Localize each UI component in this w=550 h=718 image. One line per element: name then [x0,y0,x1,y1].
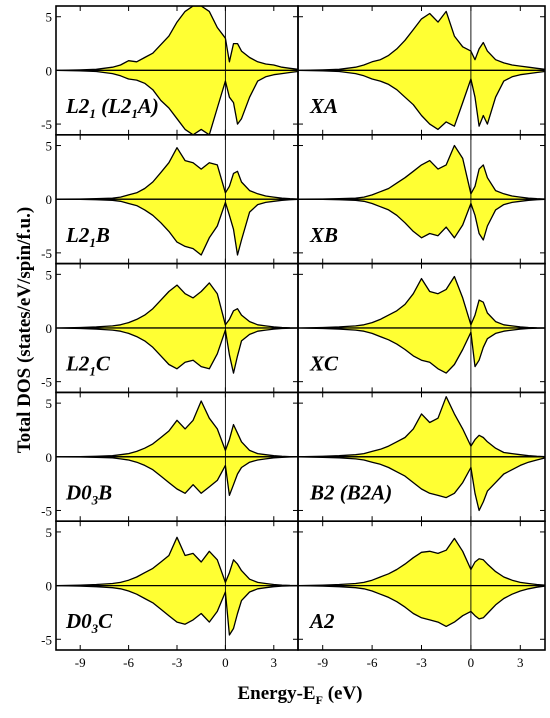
y-tick-label: 0 [46,321,53,336]
x-tick-label: -9 [75,655,86,670]
y-tick-label: 5 [46,525,53,540]
panel-label: B2 (B2A) [309,480,392,504]
panel-plot-area [298,521,545,650]
y-tick-label: 5 [46,396,53,411]
x-axis-title: Energy-EF (eV) [237,683,362,707]
dos-panel-2: L21B [55,134,299,265]
spin-up-area [56,147,298,200]
y-tick-label: 5 [46,267,53,282]
spin-down-area [298,198,545,241]
spin-up-area [56,6,298,72]
axes-layer: -5 0 5 -5 0 5 -5 0 5 -5 0 5 -5 0 5 -9 -6 -3 0 3 -9 -6 -3 0 3 [41,10,523,670]
x-tick-label: 0 [468,655,475,670]
dos-panel-0: L21 (L21A) [55,5,299,136]
x-tick-label: 0 [222,655,229,670]
spin-down-area [56,327,298,374]
spin-down-area [56,198,298,256]
spin-up-area [298,275,545,329]
spin-up-area [56,536,298,587]
panel-label: D03C [65,609,113,636]
dos-panel-5: XC [297,262,546,394]
spin-down-area [56,69,298,135]
y-tick-label: 0 [46,450,53,465]
panel-label: L21C [65,352,111,379]
y-tick-label: -5 [41,375,52,390]
panel-plot-area [298,392,545,522]
panel-label: XC [309,352,339,376]
spin-up-area [298,144,545,200]
y-tick-label: -5 [41,503,52,518]
panel-plot-area [298,263,545,393]
x-tick-label: -6 [367,655,378,670]
panel-label: D03B [65,480,112,507]
panel-plot-area [298,134,545,264]
y-axis-title: Total DOS (states/eV/spin/f.u.) [14,207,35,453]
panel-label: XB [309,223,338,247]
spin-down-area [56,456,298,497]
y-tick-label: 0 [46,579,53,594]
dos-panel-3: XB [297,134,546,265]
x-tick-label: -3 [416,655,427,670]
spin-down-area [298,456,545,512]
spin-down-area [298,584,545,628]
panel-plot-area [56,134,298,264]
panel-label: L21B [65,223,110,250]
panel-plot-area [56,263,298,393]
x-tick-label: 3 [517,655,524,670]
y-tick-label: -5 [41,117,52,132]
x-tick-label: -6 [123,655,134,670]
panel-plot-area [56,392,298,522]
panel-plot-area [298,6,545,135]
spin-down-area [298,327,545,374]
y-tick-label: 0 [46,63,53,78]
spin-up-area [298,537,545,587]
x-tick-label: -3 [172,655,183,670]
y-tick-label: -5 [41,632,52,647]
y-tick-label: 5 [46,139,53,154]
y-tick-label: -5 [41,246,52,261]
dos-panel-6: D03B [55,391,299,522]
dos-panel-1: XA [297,5,546,136]
dos-panel-8: D03C [55,520,299,651]
dos-panel-7: B2 (B2A) [297,391,546,522]
spin-down-area [298,69,545,131]
x-tick-label: 3 [271,655,278,670]
dos-panel-9: A2 [297,520,546,651]
y-tick-label: 0 [46,192,53,207]
panel-label: XA [309,94,338,118]
spin-up-area [56,282,298,329]
panel-label: L21 (L21A) [65,94,159,121]
panel-plot-area [56,521,298,650]
spin-up-area [298,396,545,458]
y-tick-label: 5 [46,10,53,25]
spin-up-area [298,10,545,72]
panels-layer: L21 (L21A) XA L21B XB L21C XC D03B B2 (B2A) D03C… [55,5,546,651]
spin-down-area [56,584,298,636]
dos-panel-4: L21C [55,262,299,394]
spin-up-area [56,400,298,458]
panel-label: A2 [308,609,335,633]
x-tick-label: -9 [317,655,328,670]
